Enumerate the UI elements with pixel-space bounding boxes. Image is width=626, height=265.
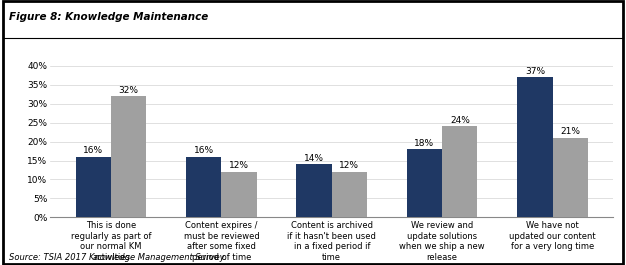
Text: Figure 8: Knowledge Maintenance: Figure 8: Knowledge Maintenance xyxy=(9,12,208,22)
Text: 37%: 37% xyxy=(525,67,545,76)
Bar xyxy=(407,149,442,217)
Text: 21%: 21% xyxy=(560,127,580,136)
Text: Source: TSIA 2017 Knowledge Management Survey.: Source: TSIA 2017 Knowledge Management S… xyxy=(9,253,227,262)
Text: 12%: 12% xyxy=(229,161,249,170)
Bar xyxy=(76,157,111,217)
Bar xyxy=(111,96,146,217)
Text: 16%: 16% xyxy=(83,146,103,155)
Bar xyxy=(442,126,478,217)
Bar xyxy=(222,172,257,217)
Bar xyxy=(517,77,553,217)
Bar xyxy=(553,138,588,217)
Text: 18%: 18% xyxy=(414,139,434,148)
Text: 14%: 14% xyxy=(304,154,324,163)
Text: 32%: 32% xyxy=(119,86,139,95)
Bar xyxy=(332,172,367,217)
Text: 24%: 24% xyxy=(450,116,470,125)
Text: 16%: 16% xyxy=(193,146,214,155)
Bar xyxy=(186,157,222,217)
Text: 12%: 12% xyxy=(339,161,359,170)
Bar xyxy=(297,164,332,217)
